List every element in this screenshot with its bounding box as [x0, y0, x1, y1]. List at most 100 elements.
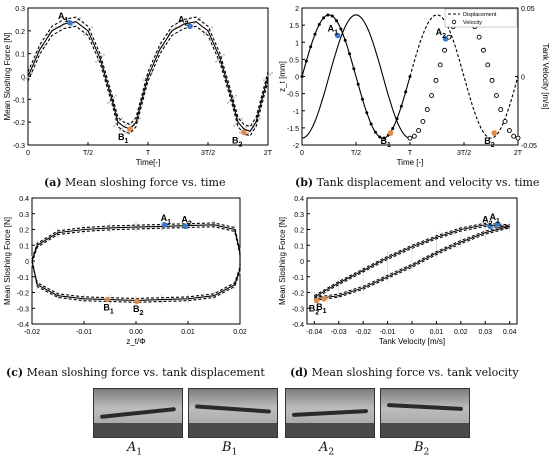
- chart-b-legend-velocity: Velocity: [463, 20, 482, 26]
- chart-a-raw-point: [73, 22, 75, 25]
- chart-a-raw-point: [227, 101, 229, 104]
- chart-b-marker-b2: [491, 130, 498, 136]
- chart-a-raw-point: [83, 33, 85, 36]
- chart-a-xtick-label: 2T: [264, 150, 273, 157]
- photo-label-b1: B1: [222, 440, 238, 458]
- chart-a-marker-label-b2: B2: [232, 135, 243, 148]
- chart-a-raw-point: [107, 101, 109, 104]
- chart-a-raw-point: [65, 21, 67, 24]
- chart-a-raw-point: [119, 129, 121, 132]
- photo-b1: [188, 388, 278, 438]
- chart-b-displacement-point: [382, 136, 386, 140]
- chart-b-displacement-point: [339, 27, 343, 31]
- caption-c-letter: (c): [6, 366, 24, 379]
- chart-b-displacement-point: [317, 22, 321, 26]
- chart-a-raw-point: [85, 31, 87, 34]
- chart-a-ytick-label: -0.3: [13, 143, 25, 150]
- chart-b-velocity-point: [407, 135, 413, 141]
- chart-d-upper-2: [314, 225, 510, 300]
- chart-c-ytick-label: 0: [25, 259, 29, 266]
- chart-b-displacement-point: [322, 16, 326, 20]
- chart-d-marker-label-a2: A2: [482, 214, 493, 227]
- chart-a-raw-point: [217, 59, 219, 62]
- chart-b-displacement-point: [304, 59, 308, 63]
- chart-a-raw-point: [115, 94, 117, 97]
- chart-b-ytick-right-label: 0: [521, 75, 525, 82]
- chart-a-ylabel: Mean Sloshing Force [N]: [3, 32, 12, 120]
- photo-label-a1: A1: [127, 440, 143, 458]
- chart-d-svg: 0.4 0.3 0.2 0.1 0 -0.1 -0.2 -0.3 -0.4-0.04 -0.03 -…: [278, 196, 518, 346]
- chart-d-ytick-label: 0.3: [294, 212, 304, 219]
- chart-b-displacement-point: [404, 90, 408, 94]
- chart-a-ytick-label: -0.1: [13, 97, 25, 104]
- chart-d-ytick-label: 0: [300, 259, 304, 266]
- chart-a-raw-point: [235, 122, 237, 125]
- chart-a-raw-point: [23, 79, 25, 82]
- chart-a-ytick-label: 0.2: [15, 29, 25, 36]
- chart-b-displacement-point: [330, 14, 334, 18]
- chart-c-marker-label-a2: A2: [181, 214, 192, 227]
- chart-a-raw-point: [259, 117, 261, 120]
- chart-d-marker-b1: [321, 296, 327, 302]
- chart-b-marker-a2: [442, 36, 449, 42]
- chart-b-ytick-right-label: 0.05: [521, 6, 535, 13]
- chart-a-ytick-label: -0.2: [13, 120, 25, 127]
- chart-b-ytick-label: 1.5: [289, 23, 299, 30]
- chart-c-marker-a1: [161, 221, 168, 228]
- chart-a-series-2: [27, 25, 269, 137]
- chart-a-raw-point: [163, 44, 165, 47]
- chart-a-raw-point: [215, 60, 217, 63]
- chart-a: 0.3 0.2 0.1 0 -0.1 -0.2 -0.3 0 T/2 T 3T/2 2T Time[-]…: [0, 0, 275, 190]
- chart-d-marker-label-a1: A1: [489, 212, 500, 225]
- chart-d: 0.4 0.3 0.2 0.1 0 -0.1 -0.2 -0.3 -0.4 -0.04 -0.03 -…: [275, 192, 550, 362]
- chart-d-xtick-label: -0.02: [355, 329, 371, 336]
- chart-a-marker-a2: [187, 23, 193, 30]
- chart-b-legend-displacement: Displacement: [463, 12, 497, 18]
- photo-a1: [93, 388, 183, 438]
- chart-b-velocity-point: [489, 77, 495, 83]
- chart-a-raw-point: [203, 33, 205, 36]
- chart-b-displacement-point: [365, 111, 369, 115]
- chart-a-raw-point: [269, 73, 271, 76]
- chart-a-marker-label-b1: B1: [118, 132, 129, 145]
- chart-b-velocity-point: [429, 93, 435, 99]
- chart-c-loop-2: [31, 226, 241, 300]
- chart-c-ytick-label: -0.1: [17, 275, 29, 282]
- chart-a-raw-point: [211, 26, 213, 29]
- photo-label-b2: B2: [414, 440, 430, 458]
- chart-d-ytick-label: 0.1: [294, 243, 304, 250]
- chart-d-ytick-label: 0.4: [294, 196, 304, 203]
- chart-a-raw-point: [223, 53, 225, 56]
- chart-d-ytick-label: -0.1: [292, 275, 304, 282]
- chart-d-xtick-label: 0: [410, 329, 414, 336]
- chart-b-velocity-line: [301, 14, 411, 139]
- chart-a-raw-point: [239, 131, 241, 134]
- chart-b-ytick-label: 1: [295, 40, 299, 47]
- chart-c-svg: 0.4 0.3 0.2 0.1 0 -0.1 -0.2 -0.3 -0.4-0.02 -0.01 0…: [3, 196, 247, 346]
- chart-b-velocity-point: [442, 47, 448, 53]
- chart-a-svg: 0.30.20.10-0.1-0.2-0.30 T/2 T 3T/2 2TTime[-]…: [3, 6, 273, 167]
- chart-c-xtick-label: -0.02: [24, 329, 40, 336]
- chart-a-series-1: [27, 16, 269, 128]
- chart-b-velocity-point: [424, 107, 430, 112]
- chart-b-displacement-line: [301, 14, 411, 139]
- chart-b-velocity-point: [480, 47, 486, 53]
- chart-a-raw-point: [43, 44, 45, 47]
- chart-d-xtick-label: 0.04: [503, 329, 517, 336]
- chart-b-velocity-point: [433, 77, 439, 83]
- caption-c-text: Mean sloshing force vs. tank displacemen…: [26, 366, 265, 379]
- chart-a-raw-point: [233, 124, 235, 127]
- chart-b-ylabel: z_t [mm]: [278, 61, 287, 92]
- chart-a-raw-point: [103, 53, 105, 56]
- chart-a-xlabel: Time[-]: [136, 158, 161, 167]
- chart-a-raw-point: [31, 71, 33, 74]
- chart-b-displacement-point: [373, 130, 377, 134]
- chart-a-xtick-label: 0: [26, 150, 30, 157]
- chart-d-xtick-label: -0.04: [306, 329, 322, 336]
- chart-c-ytick-label: -0.3: [17, 306, 29, 313]
- chart-b-displacement-point: [300, 75, 304, 78]
- chart-b-velocity-point: [416, 128, 422, 133]
- chart-a-marker-label-a1: A1: [58, 11, 69, 24]
- chart-b-velocity-point: [420, 118, 426, 124]
- chart-a-raw-point: [139, 117, 141, 120]
